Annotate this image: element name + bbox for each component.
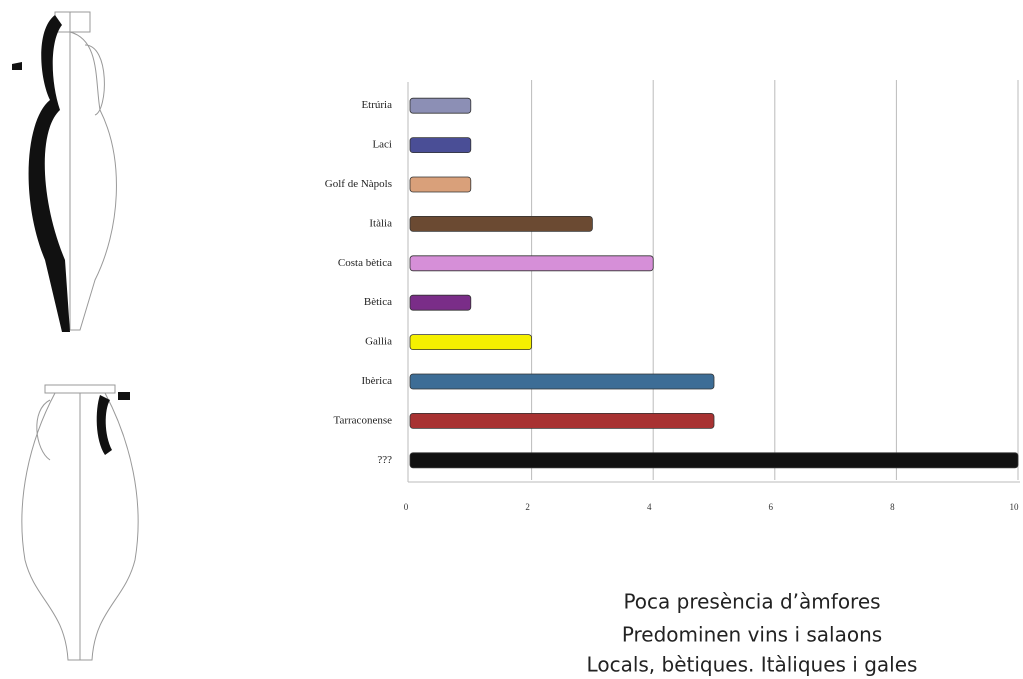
y-tick-label: Golf de Nàpols: [325, 178, 392, 190]
y-tick-label: Laci: [372, 139, 392, 151]
y-tick-label: Costa bètica: [338, 257, 392, 269]
caption-line: Poca presència d’àmfores: [623, 590, 880, 614]
x-tick-label: 8: [890, 502, 895, 512]
y-tick-label: Ibèrica: [361, 375, 392, 387]
amphora-profile-top: [28, 15, 71, 332]
y-tick-label: Bètica: [364, 296, 392, 308]
y-tick-label: Tarraconense: [334, 414, 393, 426]
bar: [409, 334, 532, 351]
amphora-rim-top: [12, 62, 22, 70]
caption-line: Locals, bètiques. Itàliques i gales: [587, 653, 918, 677]
bar: [409, 176, 472, 193]
x-tick-label: 4: [647, 502, 652, 512]
bar: [409, 97, 472, 114]
y-tick-label: ???: [377, 454, 392, 466]
bar: [409, 373, 715, 390]
x-tick-label: 0: [404, 502, 409, 512]
caption-line: Predominen vins i salaons: [622, 623, 882, 647]
bar: [409, 137, 472, 154]
bar: [409, 255, 654, 272]
y-tick-label: Etrúria: [361, 99, 392, 111]
y-tick-label: Itàlia: [369, 217, 392, 229]
x-tick-label: 6: [769, 502, 774, 512]
bar: [409, 294, 472, 311]
y-tick-label: Gallia: [365, 336, 392, 348]
bar: [409, 452, 1019, 469]
x-tick-label: 10: [1010, 502, 1020, 512]
amphora-handle-bottom: [96, 395, 112, 455]
amphora-rim-bottom: [118, 392, 130, 400]
x-tick-label: 2: [525, 502, 530, 512]
amphora-drawing-top: [54, 11, 117, 331]
bar: [409, 412, 715, 429]
bar: [409, 215, 593, 232]
amphora-drawing-bottom: [21, 384, 139, 661]
